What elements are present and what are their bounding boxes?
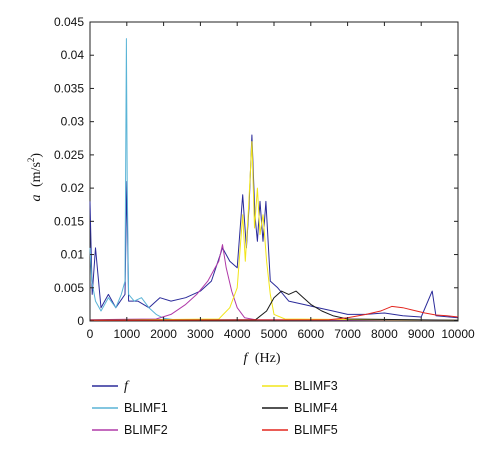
x-tick-label: 7000 bbox=[334, 327, 361, 341]
series-line-blimf2 bbox=[89, 244, 459, 321]
y-tick-label: 0.015 bbox=[54, 214, 84, 228]
y-tick-label: 0.045 bbox=[54, 15, 84, 29]
series-line-f bbox=[89, 134, 459, 319]
series-line-blimf3 bbox=[89, 141, 459, 321]
y-axis-unit-suffix: ) bbox=[29, 153, 44, 158]
x-tick-label: 3000 bbox=[187, 327, 214, 341]
x-tick-label: 9000 bbox=[408, 327, 435, 341]
legend-label-blimf1: BLIMF1 bbox=[124, 401, 168, 415]
legend-label-blimf3: BLIMF3 bbox=[294, 379, 338, 393]
y-axis-variable: a bbox=[29, 195, 44, 202]
x-tick-label: 8000 bbox=[371, 327, 398, 341]
y-axis-title: a (m/s2) bbox=[26, 153, 44, 202]
x-tick-label: 1000 bbox=[113, 327, 140, 341]
x-tick-label: 10000 bbox=[441, 327, 475, 341]
x-tick-label: 2000 bbox=[150, 327, 177, 341]
series-layer bbox=[89, 38, 459, 321]
y-tick-label: 0.03 bbox=[61, 115, 85, 129]
legend-label-blimf2: BLIMF2 bbox=[124, 423, 168, 437]
legend-label-blimf4: BLIMF4 bbox=[294, 401, 338, 415]
x-tick-label: 6000 bbox=[297, 327, 324, 341]
x-tick-label: 0 bbox=[87, 327, 94, 341]
plot-area: 0 1000 2000 3000 4000 5000 6000 7000 8000 9000 100… bbox=[54, 15, 475, 341]
y-tick-label: 0 bbox=[77, 314, 84, 328]
y-tick-label: 0.025 bbox=[54, 148, 84, 162]
legend: f BLIMF1 BLIMF2 BLIMF3 BLIMF4 BLIMF5 bbox=[92, 379, 338, 437]
x-tick-label: 4000 bbox=[224, 327, 251, 341]
series-line-blimf4 bbox=[89, 290, 459, 321]
y-tick-label: 0.005 bbox=[54, 281, 84, 295]
series-line-blimf1 bbox=[89, 38, 459, 321]
x-axis-unit: (Hz) bbox=[255, 351, 281, 366]
y-tick-label: 0.04 bbox=[61, 48, 85, 62]
x-tick-label: 5000 bbox=[261, 327, 288, 341]
plot-frame bbox=[89, 21, 459, 322]
x-axis-title: f (Hz) bbox=[243, 351, 280, 366]
legend-label-blimf5: BLIMF5 bbox=[294, 423, 338, 437]
ticks-layer: 0 1000 2000 3000 4000 5000 6000 7000 8000 9000 100… bbox=[54, 15, 475, 341]
x-axis-variable: f bbox=[243, 351, 249, 366]
y-axis-unit-exponent: 2 bbox=[26, 158, 36, 163]
series-line-blimf5 bbox=[89, 305, 459, 321]
y-tick-label: 0.035 bbox=[54, 81, 84, 95]
legend-label-f: f bbox=[124, 379, 130, 394]
y-tick-label: 0.01 bbox=[61, 248, 85, 262]
y-axis-unit-prefix: (m/s bbox=[29, 162, 44, 187]
y-tick-label: 0.02 bbox=[61, 181, 85, 195]
